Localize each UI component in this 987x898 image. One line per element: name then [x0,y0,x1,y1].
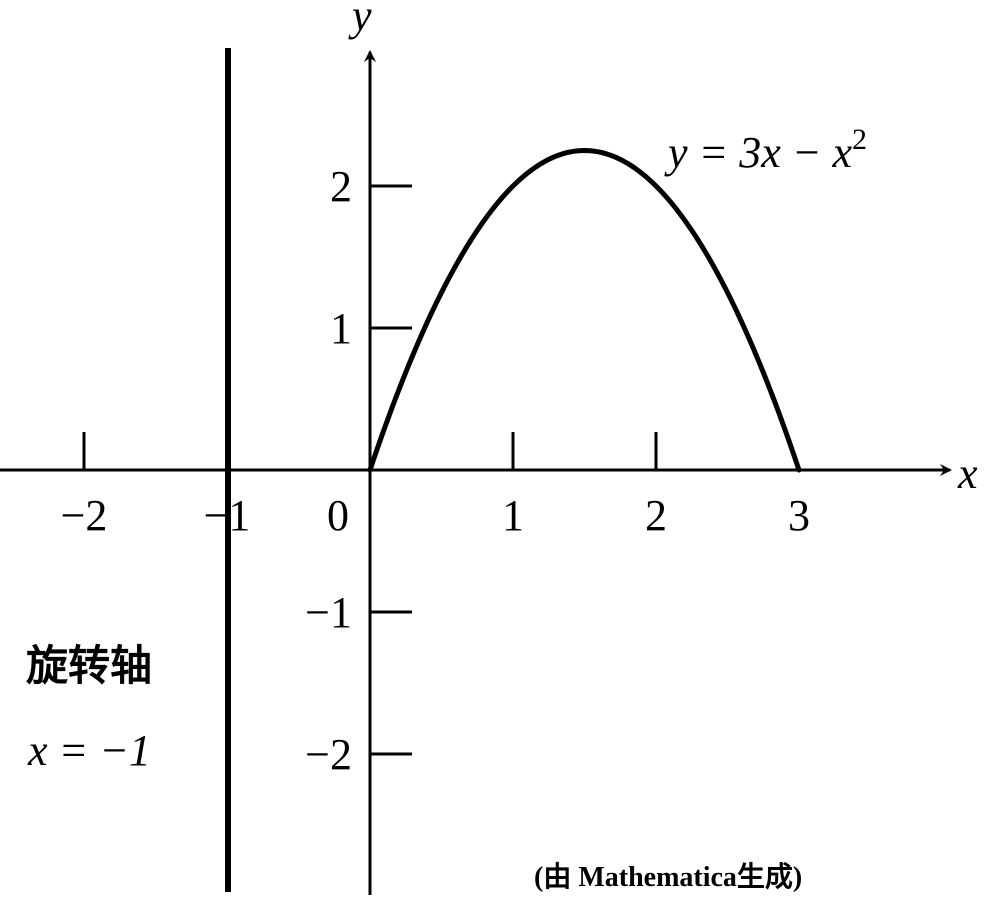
x-tick-label: −2 [61,491,108,540]
curve-label: y = 3x − x2 [664,123,867,177]
y-tick-label: −1 [305,588,352,637]
x-axis-label: x [957,449,978,498]
y-tick-label: 1 [330,304,352,353]
credit-text: (由 Mathematica生成) [534,861,802,893]
curve-label-text: y = 3x − x [664,128,852,177]
y-axis-label: y [348,0,372,40]
parabola-curve [367,148,802,473]
x-tick-label: 3 [788,491,810,540]
rotation-axis-label-eq: x = −1 [27,726,151,775]
y-tick-label: 2 [330,162,352,211]
x-tick-label: 0 [327,491,349,540]
x-tick-label: 1 [502,491,524,540]
x-tick-label: 2 [645,491,667,540]
x-ticks: −2−10123 [61,432,810,540]
y-tick-label: −2 [305,730,352,779]
rotation-axis-label-cn: 旋转轴 [26,641,152,690]
curve-label-exponent: 2 [852,123,867,156]
y-ticks: −2 −1 1 2 [305,162,412,779]
